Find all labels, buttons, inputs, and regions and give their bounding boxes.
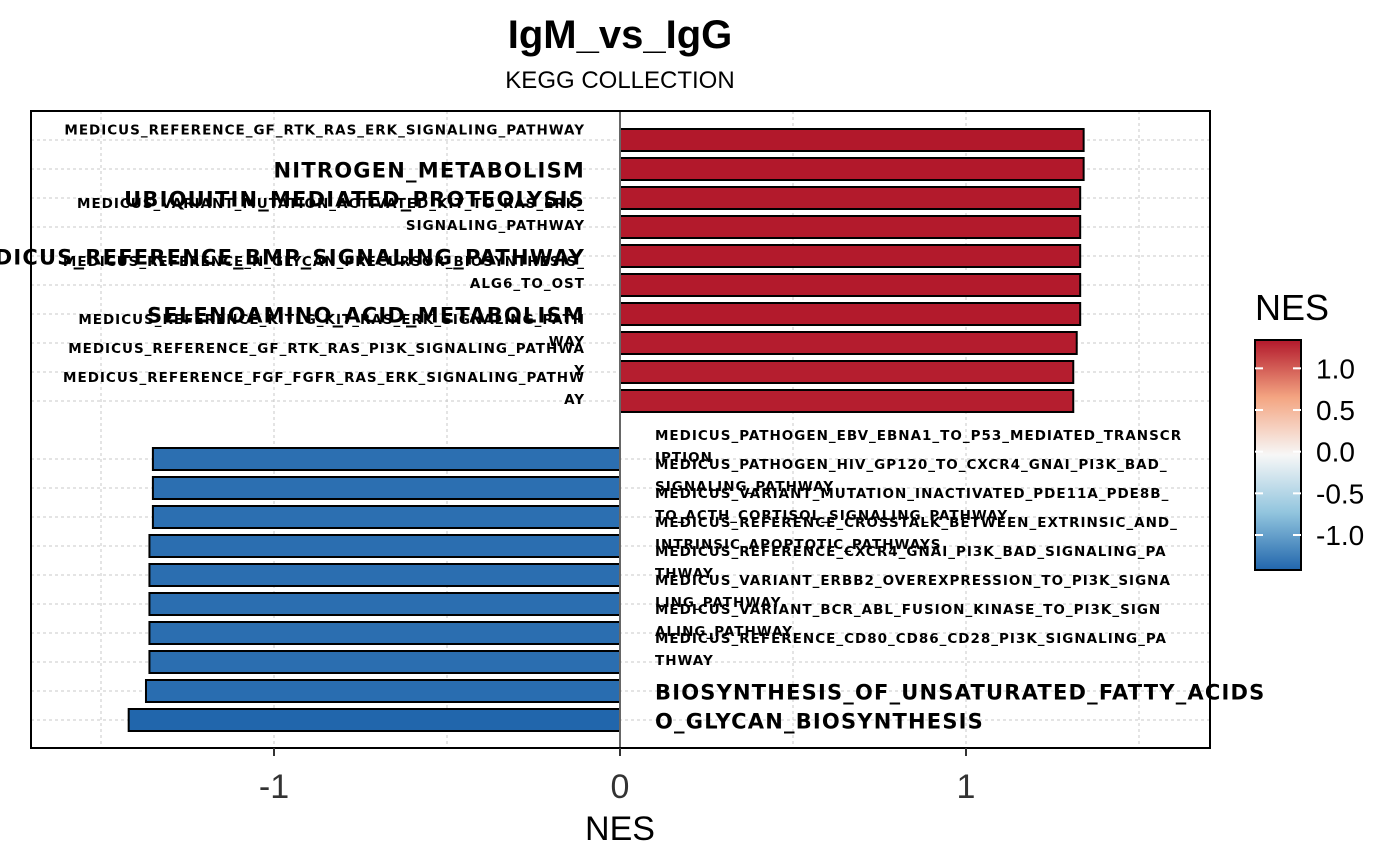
bar-label: MEDICUS_VARIANT_MUTATION_INACTIVATED_PDE… <box>655 486 1169 502</box>
bar-label: MEDICUS_PATHOGEN_HIV_GP120_TO_CXCR4_GNAI… <box>655 457 1168 473</box>
bar-label: MEDICUS_REFERENCE_KITLG_KIT_RAS_ERK_SIGN… <box>78 312 585 328</box>
nes-bar <box>127 708 621 732</box>
bar-label: BIOSYNTHESIS_OF_UNSATURATED_FATTY_ACIDS <box>655 680 1265 704</box>
bar-label: MEDICUS_REFERENCE_FGF_FGFR_RAS_ERK_SIGNA… <box>63 370 585 386</box>
legend-ticks: 1.0 0.5 0.0 -0.5 -1.0 <box>1255 353 1364 551</box>
bar-label: MEDICUS_REFERENCE_GF_RTK_RAS_ERK_SIGNALI… <box>64 123 585 139</box>
bar-label: SIGNALING_PATHWAY <box>655 479 834 495</box>
legend-tick-label: 0.5 <box>1316 395 1355 426</box>
bar-label: THWAY <box>655 566 714 582</box>
nes-bar <box>148 650 621 674</box>
bar-label: MEDICUS_VARIANT_ERBB2_OVEREXPRESSION_TO_… <box>655 573 1171 589</box>
bar-label: IPTION <box>655 450 713 466</box>
nes-bar <box>619 360 1075 384</box>
bar-label: MEDICUS_REFERENCE_N_GLYCAN_PRECURSOR_BIO… <box>63 254 585 270</box>
x-tick-label: -1 <box>259 768 289 806</box>
nes-bar <box>151 476 621 500</box>
bar-label: LING_PATHWAY <box>655 595 782 611</box>
bar-label: UBIQUITIN_MEDIATED_PROTEOLYSIS <box>124 187 585 211</box>
bar-label: INTRINSIC_APOPTOTIC_PATHWAYS <box>655 537 941 553</box>
x-tick-label: 0 <box>611 768 630 806</box>
bar-label: ALING_PATHWAY <box>655 624 793 640</box>
bar-label: MEDICUS_REFERENCE_CD80_CD86_CD28_PI3K_SI… <box>655 631 1167 647</box>
nes-bar <box>619 128 1085 152</box>
bar-label: MEDICUS_REFERENCE_BMP_SIGNALING_PATHWAY <box>0 245 585 269</box>
bar-label: SELENOAMINO_ACID_METABOLISM <box>147 303 585 327</box>
nes-bar <box>148 621 621 645</box>
bar-label: MEDICUS_VARIANT_BCR_ABL_FUSION_KINASE_TO… <box>655 602 1161 618</box>
x-axis-title: NES <box>585 810 655 848</box>
nes-bar <box>144 679 621 703</box>
bar-label: AY <box>564 392 585 408</box>
x-tick-label: 1 <box>957 768 976 806</box>
color-legend: NES 1.0 0.5 0.0 -0.5 -1.0 <box>1254 287 1364 571</box>
nes-bar <box>619 302 1082 326</box>
nes-bar <box>619 331 1078 355</box>
nes-bar <box>148 592 621 616</box>
nes-bar <box>619 215 1082 239</box>
nes-bar <box>148 563 621 587</box>
bar-label: SIGNALING_PATHWAY <box>406 218 585 234</box>
legend-colorbar <box>1254 339 1302 571</box>
legend-title: NES <box>1255 287 1329 328</box>
bar-label: O_GLYCAN_BIOSYNTHESIS <box>655 709 984 733</box>
bar-label: MEDICUS_REFERENCE_GF_RTK_RAS_PI3K_SIGNAL… <box>68 341 585 357</box>
bar-label: TO_ACTH_CORTISOL_SIGNALING_PATHWAY <box>655 508 1008 524</box>
legend-tick-label: 0.0 <box>1316 437 1355 468</box>
legend-tick-label: -0.5 <box>1316 478 1364 509</box>
nes-bar <box>151 447 621 471</box>
bar-label: ALG6_TO_OST <box>470 276 585 292</box>
nes-bar <box>619 244 1082 268</box>
nes-bar <box>148 534 621 558</box>
x-axis-ticks: -1 0 1 <box>259 748 976 806</box>
nes-bar <box>619 273 1082 297</box>
bar-label: MEDICUS_VARIANT_MUTATION_ACTIVATED_KIT_T… <box>77 196 585 212</box>
nes-bar <box>619 157 1085 181</box>
bar-label: MEDICUS_REFERENCE_CXCR4_GNAI_PI3K_BAD_SI… <box>655 544 1167 560</box>
chart-subtitle: KEGG COLLECTION <box>505 67 734 94</box>
nes-bar <box>151 505 621 529</box>
bar-label: Y <box>573 363 585 379</box>
nes-bar <box>619 389 1075 413</box>
bar-label: THWAY <box>655 653 714 669</box>
nes-bar <box>619 186 1082 210</box>
legend-tick-label: 1.0 <box>1316 353 1355 384</box>
legend-tick-label: -1.0 <box>1316 520 1364 551</box>
bar-labels: MEDICUS_REFERENCE_GF_RTK_RAS_ERK_SIGNALI… <box>0 123 1265 734</box>
bar-label: MEDICUS_REFERENCE_CROSSTALK_BETWEEN_EXTR… <box>655 515 1178 531</box>
bar-label: MEDICUS_PATHOGEN_EBV_EBNA1_TO_P53_MEDIAT… <box>655 428 1182 444</box>
bar-label: WAY <box>549 334 585 350</box>
bar-label: NITROGEN_METABOLISM <box>274 158 585 182</box>
chart-title: IgM_vs_IgG <box>508 13 733 57</box>
